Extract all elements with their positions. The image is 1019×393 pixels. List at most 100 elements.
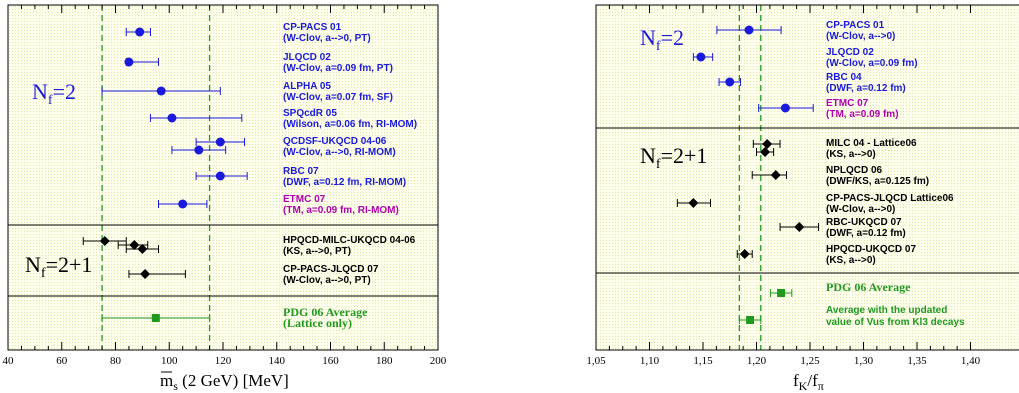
entry-sub: (Wilson, a=0.06 fm, RI-MOM)	[283, 119, 417, 130]
entry-5: NPLQCD 06(DWF/KS, a=0.125 fm)	[751, 165, 929, 187]
entry-sub: (KS, a-->0)	[826, 149, 876, 160]
x-tick-label: 1,35	[907, 355, 927, 367]
entry-sub: (TM, a=0.09 fm)	[826, 109, 899, 120]
x-tick-label: 120	[215, 355, 232, 367]
strange-mass-panel: 40 60 80 100 120 140 160 180 200 Nf=2 Nf=2+1 CP-PAC…	[3, 4, 447, 393]
x-tick-label: 1,05	[586, 355, 606, 367]
entry-1: JLQCD 02(W-Clov, a=0.09 fm)	[692, 47, 918, 69]
entry-name: RBC 07	[283, 166, 319, 177]
entry-8: HPQCD-UKQCD 07(KS, a-->0)	[736, 244, 916, 266]
data-point	[780, 103, 790, 113]
x-tick-label: 1,10	[640, 355, 660, 367]
entry-sub: (TM, a=0.09 fm, RI-MOM)	[283, 205, 399, 216]
entry-name: CP-PACS 01	[283, 22, 342, 33]
entry-name: CP-PACS-JLQCD Lattice06	[826, 193, 954, 204]
data-point	[215, 137, 225, 147]
entry-sub: (W-Clov, a=0.09 fm)	[826, 58, 918, 69]
x-tick-label: 200	[430, 355, 447, 367]
entry-sub: (W-Clov, a=0.09 fm, PT)	[283, 63, 393, 74]
x-tick-label: 1,30	[854, 355, 874, 367]
entry-name: PDG 06 Average	[826, 280, 911, 294]
entry-name: CP-PACS 01	[826, 20, 885, 31]
entry-name: ETMC 07	[826, 98, 869, 109]
entry-name: NPLQCD 06	[826, 165, 883, 176]
entry-sub: (Lattice only)	[283, 316, 352, 330]
x-tick-label: 100	[161, 355, 178, 367]
data-point	[777, 289, 786, 297]
x-tick-label: 80	[110, 355, 122, 367]
data-point	[137, 244, 148, 254]
entry-1: JLQCD 02(W-Clov, a=0.09 fm, PT)	[124, 52, 393, 74]
entry-sub: (DWF, a=0.12 fm)	[826, 83, 906, 94]
entry-sub: (DWF, a=0.12 fm)	[826, 228, 906, 239]
entry-3: ETMC 07(TM, a=0.09 fm)	[758, 98, 899, 120]
x-tick-label: 1,20	[747, 355, 767, 367]
data-point	[156, 86, 166, 96]
entry-4: MILC 04 - Lattice06(KS, a-->0)	[752, 138, 917, 160]
entry-name: CP-PACS-JLQCD 07	[283, 264, 379, 275]
data-point	[215, 171, 225, 181]
section-label-1: Nf=2+1	[25, 252, 92, 281]
entry-6: CP-PACS-JLQCD Lattice06(W-Clov, a-->0)	[676, 193, 954, 215]
entry-name: RBC-UKQCD 07	[826, 217, 902, 228]
entry-0: CP-PACS 01(W-Clov, a-->0, PT)	[125, 22, 371, 44]
entry-6: ETMC 07(TM, a=0.09 fm, RI-MOM)	[158, 194, 399, 216]
entry-name: PDG 06 Average	[283, 305, 368, 319]
data-point	[794, 222, 805, 232]
x-tick-label: 140	[269, 355, 286, 367]
x-tick-label: 1,25	[800, 355, 820, 367]
entry-sub: (W-Clov, a-->0, PT)	[283, 275, 371, 286]
data-point	[194, 145, 204, 155]
data-point	[688, 198, 699, 208]
entry-0: CP-PACS 01(W-Clov, a-->0)	[716, 20, 895, 42]
x-tick-label: 160	[322, 355, 339, 367]
x-tick-label: 1,40	[961, 355, 981, 367]
entry-sub: (W-Clov, a=0.07 fm, SF)	[283, 92, 393, 103]
entry-7: RBC-UKQCD 07(DWF, a=0.12 fm)	[779, 217, 906, 239]
data-point	[725, 77, 735, 87]
entry-sub: (W-Clov, a-->0, PT)	[283, 33, 371, 44]
data-point	[760, 147, 771, 157]
entry-name: HPQCD-UKQCD 07	[826, 244, 916, 255]
data-point	[151, 314, 160, 322]
entry-sub: (KS, a-->0, PT)	[283, 246, 351, 257]
entry-name: RBC 04	[826, 72, 862, 83]
entry-7: HPQCD-MILC-UKQCD 04-06(KS, a-->0, PT)	[82, 235, 416, 257]
x-tick-label: 60	[56, 355, 68, 367]
x-tick-label: 180	[376, 355, 393, 367]
section-label-0: Nf=2	[640, 25, 684, 54]
entry-name: HPQCD-MILC-UKQCD 04-06	[283, 235, 416, 246]
data-point	[99, 236, 110, 246]
entry-8: CP-PACS-JLQCD 07(W-Clov, a-->0, PT)	[128, 264, 379, 286]
entry-sub: (DWF/KS, a=0.125 fm)	[826, 176, 929, 187]
entry-9: PDG 06 Average(Lattice only)	[101, 305, 368, 330]
section-label-1: Nf=2+1	[640, 143, 707, 172]
entry-name: ALPHA 05	[283, 81, 331, 92]
x-axis-title: ms (2 GeV) [MeV]	[160, 371, 289, 393]
entry-2: ALPHA 05(W-Clov, a=0.07 fm, SF)	[101, 81, 393, 103]
data-point	[178, 199, 188, 209]
section-label-0: Nf=2	[32, 79, 76, 108]
data-point	[770, 170, 781, 180]
data-point	[746, 316, 755, 324]
entry-name: MILC 04 - Lattice06	[826, 138, 917, 149]
fk-fpi-panel: 1,05 1,10 1,15 1,20 1,25 1,30 1,35 1,40 Nf=2 Nf=2…	[586, 4, 1019, 393]
x-tick-label: 40	[3, 355, 15, 367]
entry-sub: (KS, a-->0)	[826, 255, 876, 266]
data-point	[696, 52, 706, 62]
data-point	[762, 139, 773, 149]
entry-sub: (W-Clov, a-->0)	[826, 31, 895, 42]
entry-name: SPQcdR 05	[283, 108, 337, 119]
entry-name: Average with the updated	[826, 305, 947, 316]
entry-name: ETMC 07	[283, 194, 326, 205]
entry-name: JLQCD 02	[826, 47, 874, 58]
data-point	[135, 27, 145, 37]
entry-sub: (W-Clov, a-->0)	[826, 204, 895, 215]
entry-4: QCDSF-UKQCD 04-06(W-Clov, a-->0, RI-MOM)	[171, 136, 396, 158]
data-point	[744, 25, 754, 35]
data-point	[739, 249, 750, 259]
entry-2: RBC 04(DWF, a=0.12 fm)	[718, 72, 906, 94]
data-point	[129, 240, 140, 250]
